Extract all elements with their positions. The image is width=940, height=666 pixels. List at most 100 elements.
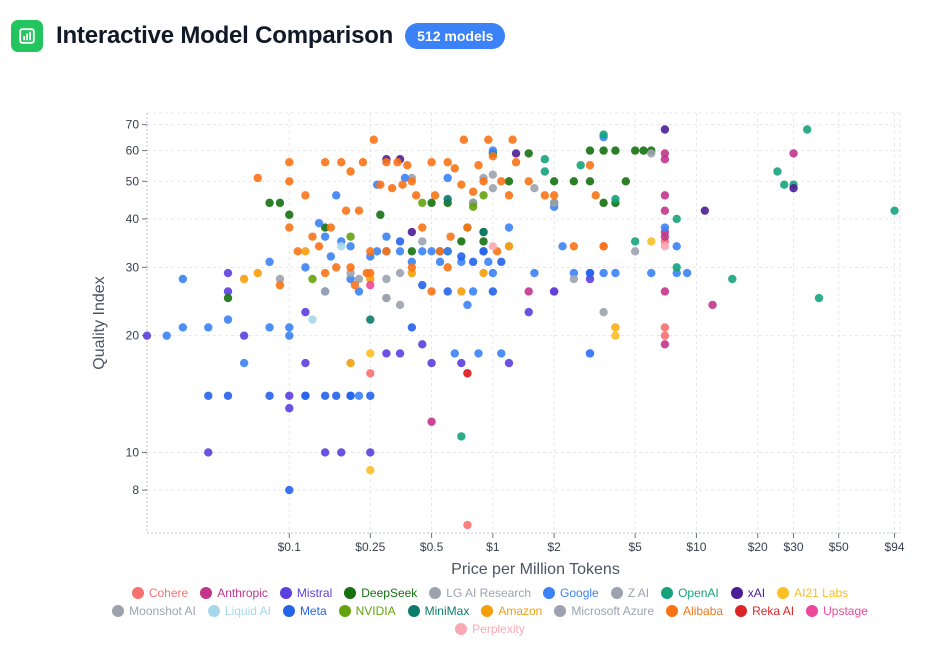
legend-item[interactable]: Cohere: [126, 585, 194, 601]
data-point[interactable]: [599, 198, 608, 208]
data-point[interactable]: [488, 183, 498, 193]
data-point[interactable]: [427, 247, 436, 256]
data-point[interactable]: [430, 191, 440, 200]
data-point[interactable]: [223, 315, 233, 324]
data-point[interactable]: [728, 274, 737, 284]
data-point[interactable]: [346, 167, 355, 176]
data-point[interactable]: [314, 218, 324, 228]
legend-item[interactable]: Meta: [277, 603, 333, 619]
data-point[interactable]: [569, 242, 579, 251]
data-point[interactable]: [479, 177, 488, 186]
data-point[interactable]: [599, 242, 608, 251]
data-point[interactable]: [468, 187, 478, 196]
data-point[interactable]: [585, 161, 595, 170]
data-point[interactable]: [275, 274, 285, 284]
data-point[interactable]: [682, 268, 692, 278]
data-point[interactable]: [611, 331, 620, 340]
data-point[interactable]: [400, 173, 410, 183]
data-point[interactable]: [450, 164, 459, 173]
data-point[interactable]: [639, 146, 648, 155]
data-point[interactable]: [223, 293, 233, 303]
data-point[interactable]: [789, 183, 798, 193]
data-point[interactable]: [418, 237, 427, 246]
data-point[interactable]: [457, 237, 466, 246]
data-point[interactable]: [418, 198, 427, 208]
data-point[interactable]: [382, 274, 391, 284]
data-point[interactable]: [395, 247, 405, 256]
data-point[interactable]: [223, 287, 233, 296]
data-point[interactable]: [569, 274, 579, 284]
data-point[interactable]: [443, 263, 452, 272]
data-point[interactable]: [265, 198, 274, 208]
data-point[interactable]: [332, 391, 341, 400]
data-point[interactable]: [239, 331, 249, 340]
legend-item[interactable]: Perplexity: [449, 621, 531, 637]
data-point[interactable]: [427, 287, 436, 296]
data-point[interactable]: [484, 135, 493, 144]
data-point[interactable]: [488, 268, 498, 278]
data-point[interactable]: [301, 358, 310, 368]
data-point[interactable]: [585, 274, 595, 284]
data-point[interactable]: [611, 323, 620, 332]
data-point[interactable]: [427, 358, 436, 368]
legend-item[interactable]: Mistral: [274, 585, 338, 601]
data-point[interactable]: [407, 227, 417, 237]
data-point[interactable]: [265, 257, 274, 267]
data-point[interactable]: [457, 252, 466, 261]
data-point[interactable]: [346, 274, 355, 284]
data-point[interactable]: [162, 331, 171, 340]
data-point[interactable]: [407, 323, 417, 332]
data-point[interactable]: [497, 349, 506, 358]
data-point[interactable]: [308, 232, 317, 241]
data-point[interactable]: [407, 177, 417, 186]
data-point[interactable]: [308, 315, 317, 324]
data-point[interactable]: [647, 268, 656, 278]
legend-item[interactable]: Liquid AI: [202, 603, 277, 619]
data-point[interactable]: [301, 391, 310, 400]
data-point[interactable]: [802, 125, 812, 134]
data-point[interactable]: [814, 293, 824, 303]
data-point[interactable]: [332, 263, 341, 272]
data-point[interactable]: [508, 135, 517, 144]
data-point[interactable]: [585, 146, 595, 155]
data-point[interactable]: [395, 237, 405, 246]
data-point[interactable]: [411, 191, 421, 200]
data-point[interactable]: [549, 198, 559, 208]
legend-item[interactable]: Amazon: [475, 603, 548, 619]
data-point[interactable]: [301, 247, 310, 256]
data-point[interactable]: [660, 155, 670, 164]
data-point[interactable]: [407, 263, 417, 272]
data-point[interactable]: [387, 183, 397, 193]
data-point[interactable]: [382, 158, 391, 167]
data-point[interactable]: [630, 237, 640, 246]
data-point[interactable]: [463, 369, 472, 378]
data-point[interactable]: [530, 183, 539, 193]
data-point[interactable]: [504, 191, 514, 200]
data-point[interactable]: [780, 180, 789, 189]
data-point[interactable]: [376, 180, 385, 189]
data-point[interactable]: [524, 307, 533, 317]
data-point[interactable]: [142, 331, 152, 340]
data-point[interactable]: [474, 161, 483, 170]
data-point[interactable]: [488, 170, 498, 179]
data-point[interactable]: [346, 242, 355, 251]
data-point[interactable]: [427, 158, 436, 167]
data-point[interactable]: [427, 198, 436, 208]
data-point[interactable]: [337, 158, 346, 167]
data-point[interactable]: [314, 242, 324, 251]
data-point[interactable]: [488, 152, 498, 161]
data-point[interactable]: [569, 268, 579, 278]
data-point[interactable]: [479, 268, 488, 278]
data-point[interactable]: [540, 191, 550, 200]
data-point[interactable]: [427, 417, 436, 426]
legend-item[interactable]: LG AI Research: [423, 585, 537, 601]
data-point[interactable]: [540, 167, 550, 176]
data-point[interactable]: [393, 158, 402, 167]
data-point[interactable]: [320, 232, 330, 241]
data-point[interactable]: [326, 223, 336, 232]
data-point[interactable]: [253, 268, 262, 278]
data-point[interactable]: [457, 287, 466, 296]
data-point[interactable]: [890, 206, 899, 215]
data-point[interactable]: [549, 177, 559, 186]
data-point[interactable]: [497, 257, 506, 267]
